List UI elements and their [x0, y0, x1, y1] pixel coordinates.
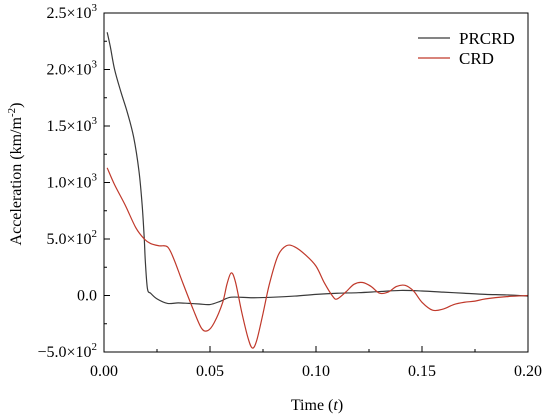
x-tick-label: 0.00 — [90, 363, 118, 380]
series-layer — [106, 32, 529, 349]
y-tick-label: 2.5×103 — [46, 2, 97, 22]
x-tick-label: 0.15 — [408, 363, 436, 380]
y-axis-title: Acceleration (km/m-2) — [6, 103, 25, 246]
y-tick-label: 1.0×103 — [46, 172, 97, 192]
plot-area-frame — [103, 12, 529, 353]
legend-label-crd: CRD — [459, 49, 494, 68]
y-tick-label: 0.0 — [77, 288, 97, 305]
y-axis-ticks: −5.0×102 0.0 5.0×102 1.0×103 1.5×103 2.0×103 2… — [37, 2, 110, 361]
x-tick-label: 0.10 — [302, 363, 330, 380]
x-tick-label: 0.05 — [196, 363, 224, 380]
series-line-crd — [106, 167, 529, 349]
legend: PRCRD CRD — [418, 29, 515, 68]
x-axis-title: Time (t) — [291, 397, 343, 414]
y-tick-label: 1.5×103 — [46, 115, 97, 135]
y-tick-label: 5.0×102 — [46, 228, 97, 248]
x-tick-label: 0.20 — [514, 363, 542, 380]
y-tick-label: −5.0×102 — [37, 341, 97, 361]
series-line-prcrd — [106, 32, 529, 306]
legend-label-prcrd: PRCRD — [459, 29, 515, 48]
x-axis-ticks: 0.00 0.05 0.10 0.15 0.20 — [90, 346, 542, 380]
y-tick-label: 2.0×103 — [46, 59, 97, 79]
